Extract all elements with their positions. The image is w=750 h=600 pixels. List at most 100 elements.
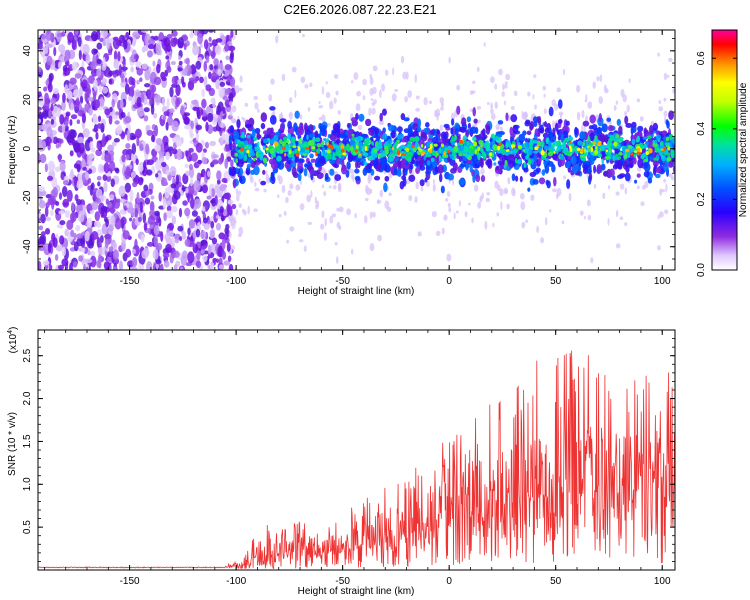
spectrogram-cell (433, 143, 438, 147)
spectrogram-cell (588, 125, 594, 130)
spectrogram-cell (254, 187, 260, 192)
spectrogram-cell (173, 250, 180, 258)
spectrogram-cell (155, 173, 159, 178)
spectrogram-cell (544, 127, 550, 134)
spectrogram-cell (624, 115, 629, 125)
spectrogram-cell (150, 134, 155, 143)
spectrogram-cell (108, 246, 114, 253)
spectrogram-cell (494, 101, 498, 109)
spectrogram-cell (99, 235, 104, 244)
spectrogram-cell (362, 152, 369, 157)
spectrogram-cell (315, 204, 319, 210)
spectrogram-cell (47, 160, 55, 173)
spectrogram-cell (407, 156, 412, 163)
spectrogram-cell (451, 118, 455, 126)
spectrogram-cell (634, 150, 637, 153)
spectrogram-cell (329, 215, 334, 224)
spectrogram-cell (420, 143, 424, 148)
spectrogram-cell (155, 159, 162, 171)
spectrogram-cell (324, 217, 327, 227)
spectrogram-cell (302, 152, 308, 157)
spectrogram-cell (647, 177, 653, 184)
top-y-tick-label: 20 (22, 94, 33, 106)
spectrogram-cell (423, 154, 427, 161)
spectrogram-cell (133, 54, 140, 60)
spectrogram-cell (637, 125, 644, 132)
spectrogram-cell (153, 225, 160, 236)
spectrogram-cell (66, 90, 73, 100)
spectrogram-cell (605, 149, 609, 153)
spectrogram-cell (183, 42, 187, 51)
spectrogram-cell (250, 169, 255, 175)
spectrogram-cell (657, 214, 660, 220)
spectrogram-cell (236, 194, 240, 202)
spectrogram-cell (125, 143, 131, 149)
spectrogram-cell (515, 175, 519, 182)
spectrogram-cell (437, 164, 444, 174)
spectrogram-cell (255, 151, 259, 159)
spectrogram-cell (94, 221, 98, 227)
spectrogram-cell (122, 60, 126, 67)
spectrogram-cell (252, 157, 256, 162)
spectrogram-cell (303, 167, 308, 177)
spectrogram-cell (218, 257, 223, 265)
spectrogram-cell (112, 113, 119, 120)
spectrogram-cell (74, 73, 82, 79)
spectrogram-cell (569, 140, 572, 144)
spectrogram-cell (200, 108, 204, 115)
spectrogram-cell (551, 163, 556, 173)
spectrogram-cell (485, 125, 491, 135)
spectrogram-cell (372, 65, 378, 72)
spectrogram-cell (588, 172, 593, 182)
spectrogram-cell (141, 249, 149, 260)
spectrogram-cell (643, 158, 649, 163)
spectrogram-cell (165, 210, 173, 219)
spectrogram-cell (192, 106, 198, 111)
spectrogram-cell (260, 180, 267, 186)
spectrogram-cell (81, 113, 87, 124)
spectrogram-cell (496, 145, 501, 151)
spectrogram-cell (658, 99, 662, 104)
spectrogram-cell (120, 72, 125, 83)
spectrogram-cell (152, 248, 159, 260)
spectrogram-cell (658, 151, 662, 156)
spectrogram-cell (366, 137, 370, 145)
spectrogram-cell (136, 68, 143, 76)
spectrogram-cell (237, 139, 241, 144)
spectrogram-cell (145, 143, 150, 155)
spectrogram-cell (193, 198, 202, 209)
spectrogram-cell (218, 86, 225, 98)
spectrogram-cell (619, 216, 624, 221)
spectrogram-cell (414, 73, 418, 83)
spectrogram-cell (499, 188, 504, 197)
spectrogram-cell (78, 141, 85, 154)
spectrogram-cell (593, 183, 597, 189)
spectrogram-cell (96, 42, 103, 50)
spectrogram-cell (204, 141, 210, 149)
spectrogram-cell (321, 210, 325, 219)
spectrogram-cell (78, 255, 84, 262)
spectrogram-cell (155, 43, 161, 56)
spectrogram-cell (580, 148, 584, 153)
spectrogram-cell (490, 102, 494, 110)
spectrogram-cell (379, 189, 384, 198)
spectrogram-cell (109, 194, 115, 201)
spectrogram-cell (188, 219, 196, 229)
spectrogram-cell (219, 34, 226, 46)
spectrogram-cell (105, 198, 110, 205)
spectrogram-cell (195, 124, 203, 131)
spectrogram-cell (256, 132, 261, 141)
spectrogram-cell (480, 144, 483, 148)
spectrogram-cell (75, 224, 81, 232)
spectrogram-cell (217, 101, 224, 112)
spectrogram-cell (225, 142, 231, 152)
spectrogram-cell (244, 153, 248, 160)
spectrogram-cell (624, 187, 628, 195)
spectrogram-cell (137, 164, 144, 173)
spectrogram-cell (202, 255, 208, 263)
spectrogram-cell (404, 168, 408, 176)
spectrogram-cell (587, 136, 591, 143)
spectrogram-cell (477, 146, 481, 152)
spectrogram-cell (186, 150, 192, 163)
spectrogram-cell (237, 142, 242, 148)
